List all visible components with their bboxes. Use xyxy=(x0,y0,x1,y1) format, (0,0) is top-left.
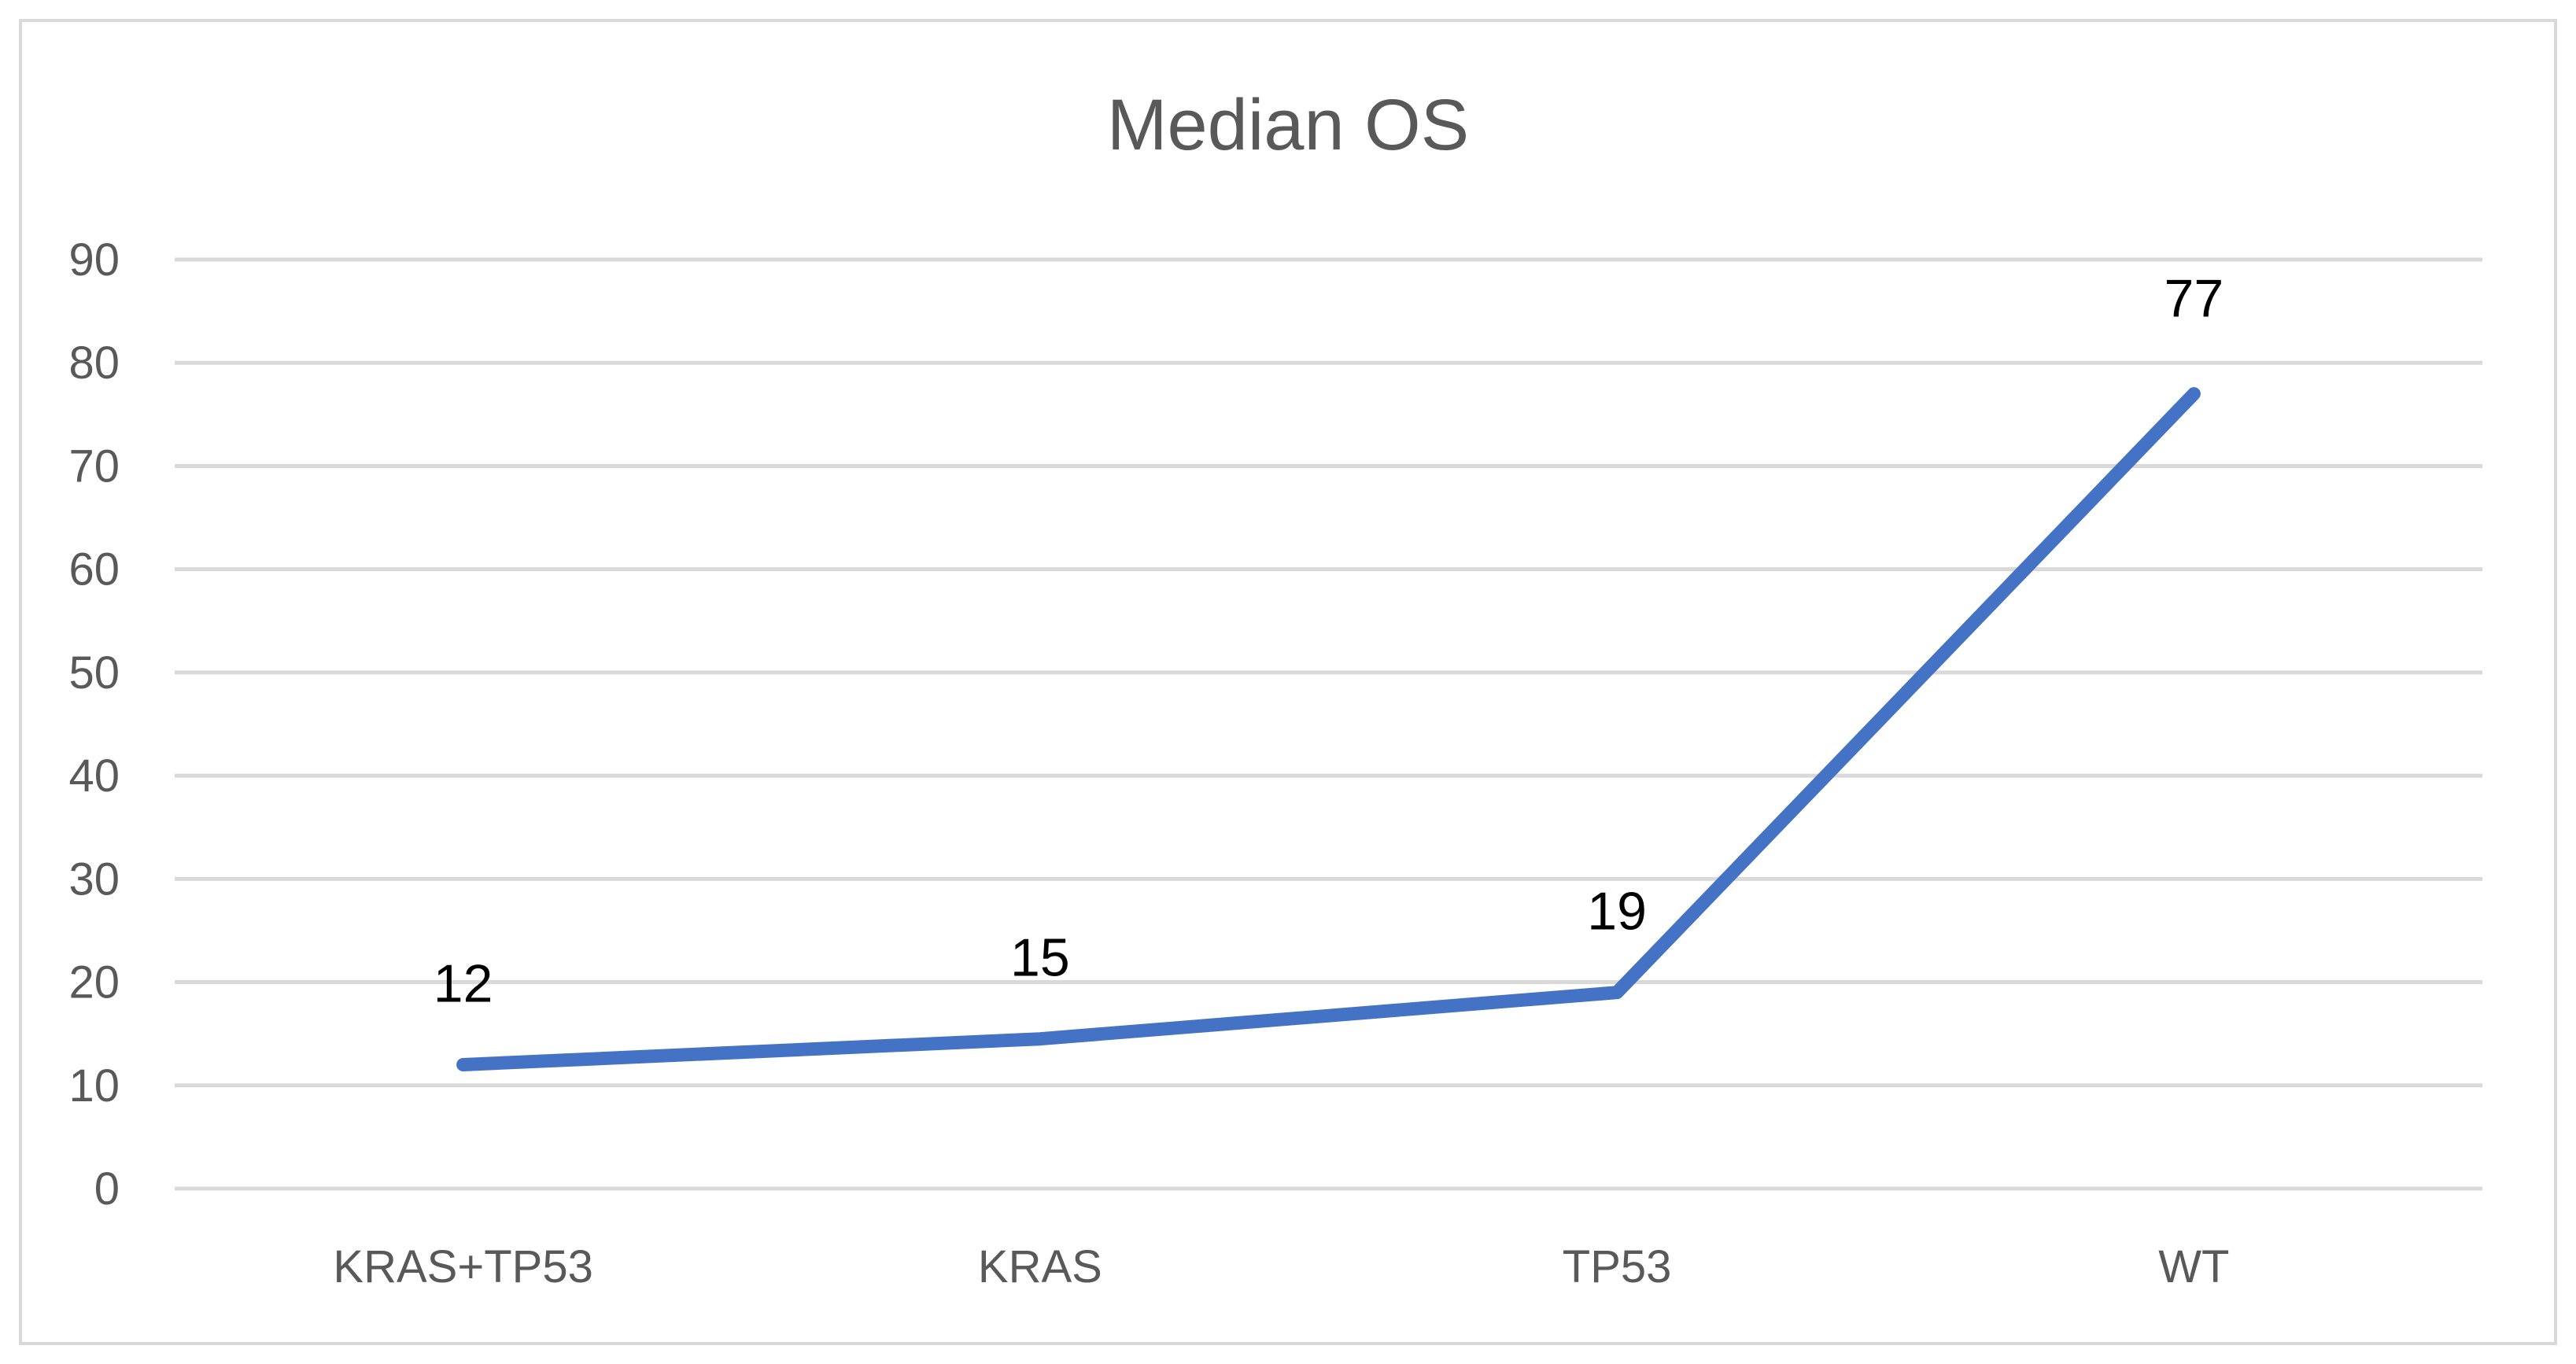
x-axis-tick-labels: KRAS+TP53 KRAS TP53 WT xyxy=(333,1241,2229,1292)
x-tick-label: KRAS xyxy=(978,1241,1102,1292)
y-tick-label: 30 xyxy=(68,853,120,905)
data-labels: 12 15 19 77 xyxy=(434,269,2224,1014)
data-label: 77 xyxy=(2165,269,2224,329)
series-lines xyxy=(456,387,2201,1071)
y-tick-label: 60 xyxy=(68,544,120,595)
x-tick-label: KRAS+TP53 xyxy=(333,1241,592,1292)
data-label: 15 xyxy=(1010,928,1070,988)
y-tick-label: 40 xyxy=(68,750,120,802)
y-tick-label: 90 xyxy=(68,234,120,286)
y-tick-label: 80 xyxy=(68,337,120,389)
y-axis-tick-labels: 0 10 20 30 40 50 60 70 80 90 xyxy=(68,234,120,1215)
y-tick-label: 0 xyxy=(94,1163,120,1215)
chart-title: Median OS xyxy=(1107,85,1469,165)
y-tick-label: 70 xyxy=(68,441,120,492)
series-line xyxy=(456,387,2201,1071)
y-tick-label: 10 xyxy=(68,1060,120,1111)
x-tick-label: TP53 xyxy=(1563,1241,1672,1292)
y-tick-label: 20 xyxy=(68,957,120,1008)
chart-frame xyxy=(19,19,2557,1345)
gridlines xyxy=(175,257,2482,1191)
data-label: 12 xyxy=(434,954,493,1014)
y-tick-label: 50 xyxy=(68,647,120,699)
data-label: 19 xyxy=(1587,882,1647,942)
x-tick-label: WT xyxy=(2158,1241,2229,1292)
